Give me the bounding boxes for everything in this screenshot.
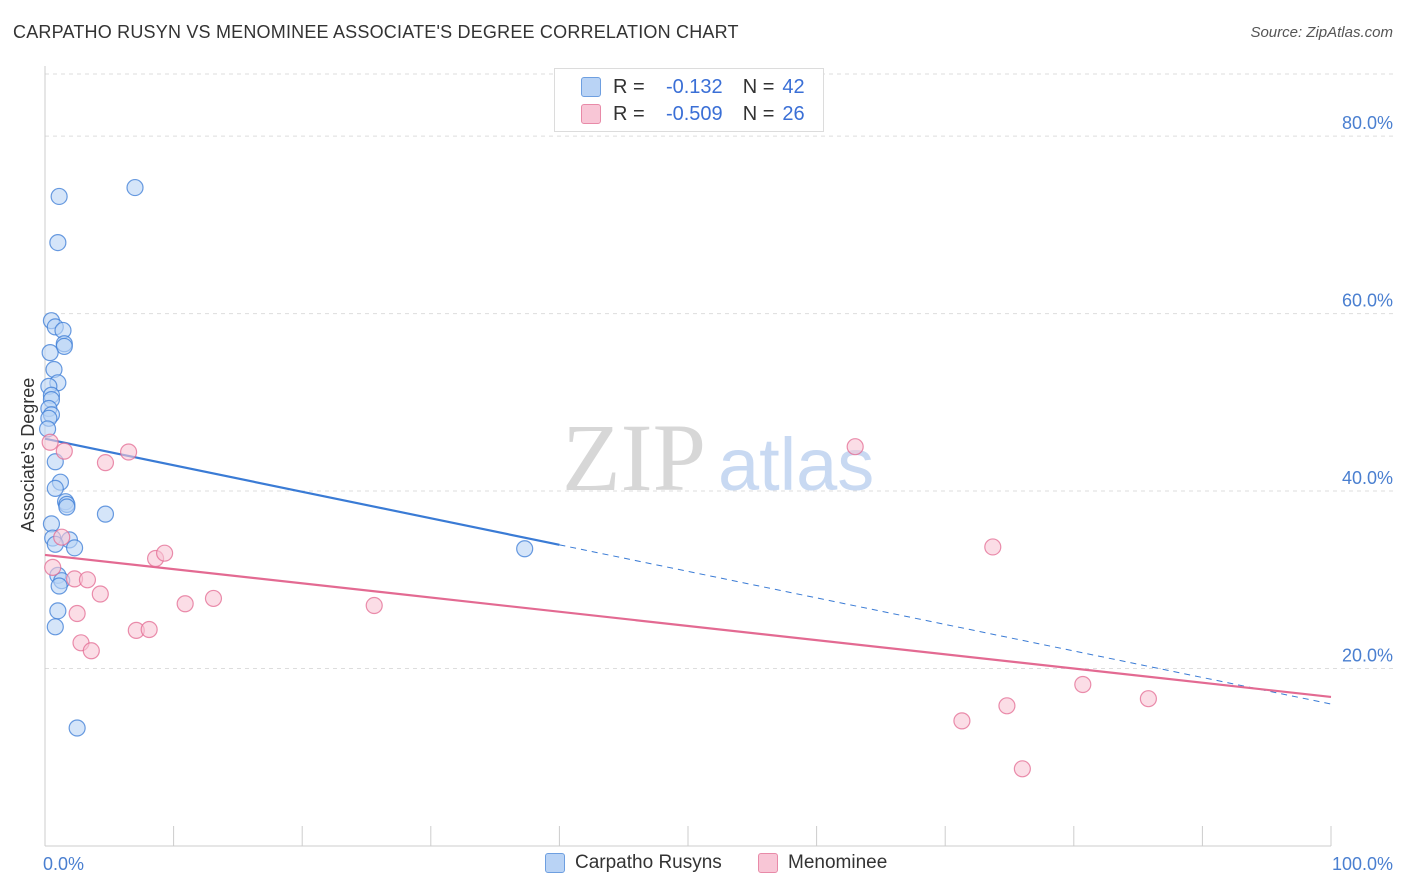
point-carpatho (46, 618, 64, 636)
series-swatch-menominee (758, 853, 778, 873)
point-menominee (91, 585, 109, 603)
watermark-atlas: atlas (718, 423, 874, 506)
point-menominee (119, 443, 138, 461)
point-menominee (1139, 690, 1157, 708)
watermark: ZIP atlas (562, 404, 874, 511)
x-tick-label-max: 100.0% (1332, 854, 1393, 874)
legend-r-label: R = (613, 102, 645, 125)
legend-row-menominee: R = -0.509 N = 26 (581, 101, 805, 127)
x-tick-label-min: 0.0% (43, 854, 84, 874)
series-legend: Carpatho Rusyns Menominee (0, 852, 1406, 878)
legend-n-value: 42 (782, 75, 805, 98)
point-menominee (176, 595, 194, 613)
legend: R = -0.132 N = 42 R = -0.509 N = 26 (554, 68, 824, 132)
source-label: Source: ZipAtlas.com (1250, 24, 1393, 41)
legend-r-value: -0.132 (665, 75, 723, 98)
point-menominee (55, 442, 73, 460)
point-menominee (41, 433, 59, 451)
point-menominee (1013, 760, 1031, 778)
y-tick-label: 80.0% (1342, 113, 1393, 133)
series-legend-carpatho: Carpatho Rusyns (545, 852, 722, 874)
legend-swatch-carpatho (581, 77, 601, 97)
y-tick-label: 20.0% (1342, 646, 1393, 666)
point-carpatho (49, 602, 67, 620)
series-label-carpatho: Carpatho Rusyns (575, 852, 722, 873)
point-carpatho (55, 337, 73, 356)
point-menominee (953, 712, 971, 730)
point-menominee (96, 454, 115, 472)
legend-row-carpatho: R = -0.132 N = 42 (581, 74, 805, 100)
point-carpatho (46, 479, 64, 497)
legend-n-label: N = (742, 102, 775, 125)
point-menominee (140, 620, 158, 639)
y-axis-label: Associate's Degree (18, 378, 38, 533)
point-carpatho (58, 498, 76, 516)
point-menominee (846, 438, 864, 456)
point-menominee (78, 571, 97, 589)
grid-lines (45, 73, 1393, 670)
legend-r-value: -0.509 (665, 102, 723, 125)
legend-r-label: R = (613, 75, 645, 98)
point-menominee (998, 697, 1016, 715)
watermark-zip: ZIP (562, 404, 706, 511)
point-menominee (1074, 675, 1092, 694)
data-points (38, 178, 1157, 778)
point-carpatho (49, 233, 67, 252)
point-menominee (984, 538, 1002, 556)
point-carpatho (96, 505, 115, 523)
point-menominee (204, 589, 223, 608)
y-tick-label: 40.0% (1342, 468, 1393, 488)
point-menominee (53, 528, 71, 546)
axes (44, 66, 1332, 847)
point-carpatho (68, 719, 86, 737)
axis-labels: 20.0% 40.0% 60.0% 80.0% 0.0% 100.0% Associate'… (18, 113, 1393, 874)
point-menominee (44, 558, 62, 576)
point-carpatho (50, 187, 68, 206)
legend-n-value: 26 (782, 102, 805, 125)
point-menominee (155, 544, 174, 562)
series-legend-menominee: Menominee (758, 852, 887, 874)
point-menominee (82, 642, 100, 660)
series-label-menominee: Menominee (788, 852, 888, 873)
point-carpatho (50, 577, 68, 595)
legend-n-label: N = (742, 75, 775, 98)
point-menominee (365, 596, 383, 615)
point-menominee (68, 604, 86, 623)
point-carpatho (41, 344, 59, 362)
chart-title: CARPATHO RUSYN VS MENOMINEE ASSOCIATE'S … (13, 22, 739, 42)
legend-swatch-menominee (581, 104, 601, 124)
point-carpatho (516, 540, 534, 558)
point-carpatho (65, 539, 84, 557)
y-tick-label: 60.0% (1342, 291, 1393, 311)
trend-line-menominee (44, 553, 1332, 699)
point-carpatho (42, 515, 61, 533)
point-carpatho (126, 178, 144, 197)
series-swatch-carpatho (545, 853, 565, 873)
